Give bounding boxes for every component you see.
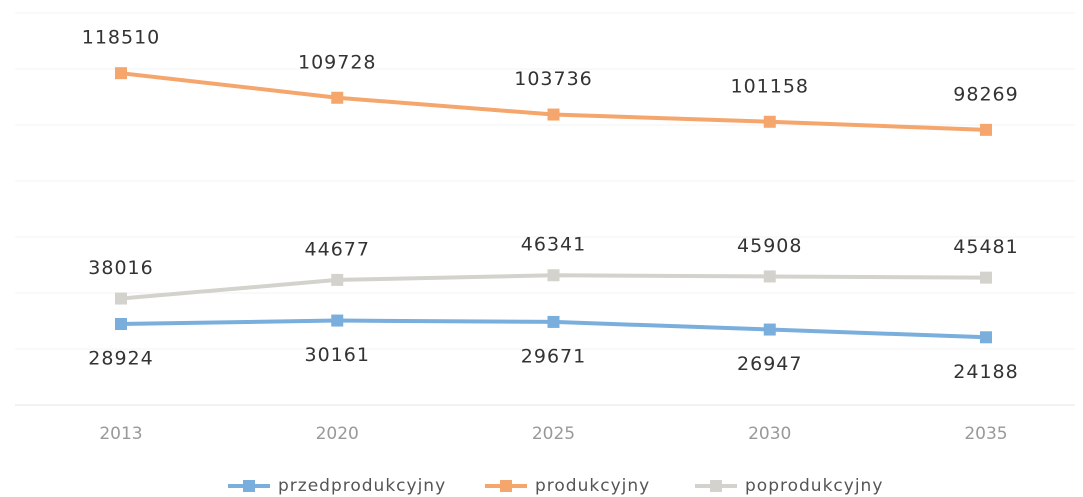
series-marker — [331, 314, 344, 327]
legend-label: produkcyjny — [535, 476, 650, 496]
series-marker — [763, 115, 776, 128]
data-label: 30161 — [305, 344, 370, 366]
series-marker — [547, 108, 560, 121]
series-marker — [980, 331, 992, 344]
legend-marker — [710, 480, 722, 492]
legend-label: poprodukcyjny — [745, 476, 883, 496]
x-tick-label: 2030 — [748, 424, 791, 444]
series-marker — [331, 91, 344, 104]
series-marker — [115, 67, 127, 80]
series-marker — [980, 123, 992, 136]
data-label: 98269 — [953, 83, 1018, 105]
data-label: 28924 — [88, 348, 153, 370]
x-tick-label: 2013 — [99, 424, 142, 444]
series-marker — [980, 271, 992, 284]
series-marker — [763, 323, 776, 336]
data-label: 44677 — [305, 238, 370, 260]
series-marker — [763, 270, 776, 283]
series-marker — [331, 273, 344, 286]
legend-marker — [500, 480, 512, 492]
data-label: 101158 — [730, 75, 809, 97]
data-label: 38016 — [88, 257, 153, 279]
x-tick-label: 2025 — [532, 424, 575, 444]
series-marker — [115, 318, 127, 331]
data-label: 45908 — [737, 235, 802, 257]
data-label: 46341 — [521, 234, 586, 256]
legend-label: przedprodukcyjny — [278, 476, 446, 496]
x-tick-label: 2035 — [964, 424, 1007, 444]
legend-marker — [243, 480, 255, 492]
data-label: 45481 — [953, 236, 1018, 258]
data-label: 24188 — [953, 361, 1018, 383]
data-label: 26947 — [737, 353, 802, 375]
series-marker — [115, 292, 127, 305]
data-label: 103736 — [514, 68, 593, 90]
data-label: 109728 — [298, 51, 377, 73]
series-marker — [547, 315, 560, 328]
data-label: 29671 — [521, 345, 586, 367]
series-marker — [547, 269, 560, 282]
data-label: 118510 — [82, 27, 161, 49]
x-tick-label: 2020 — [316, 424, 359, 444]
